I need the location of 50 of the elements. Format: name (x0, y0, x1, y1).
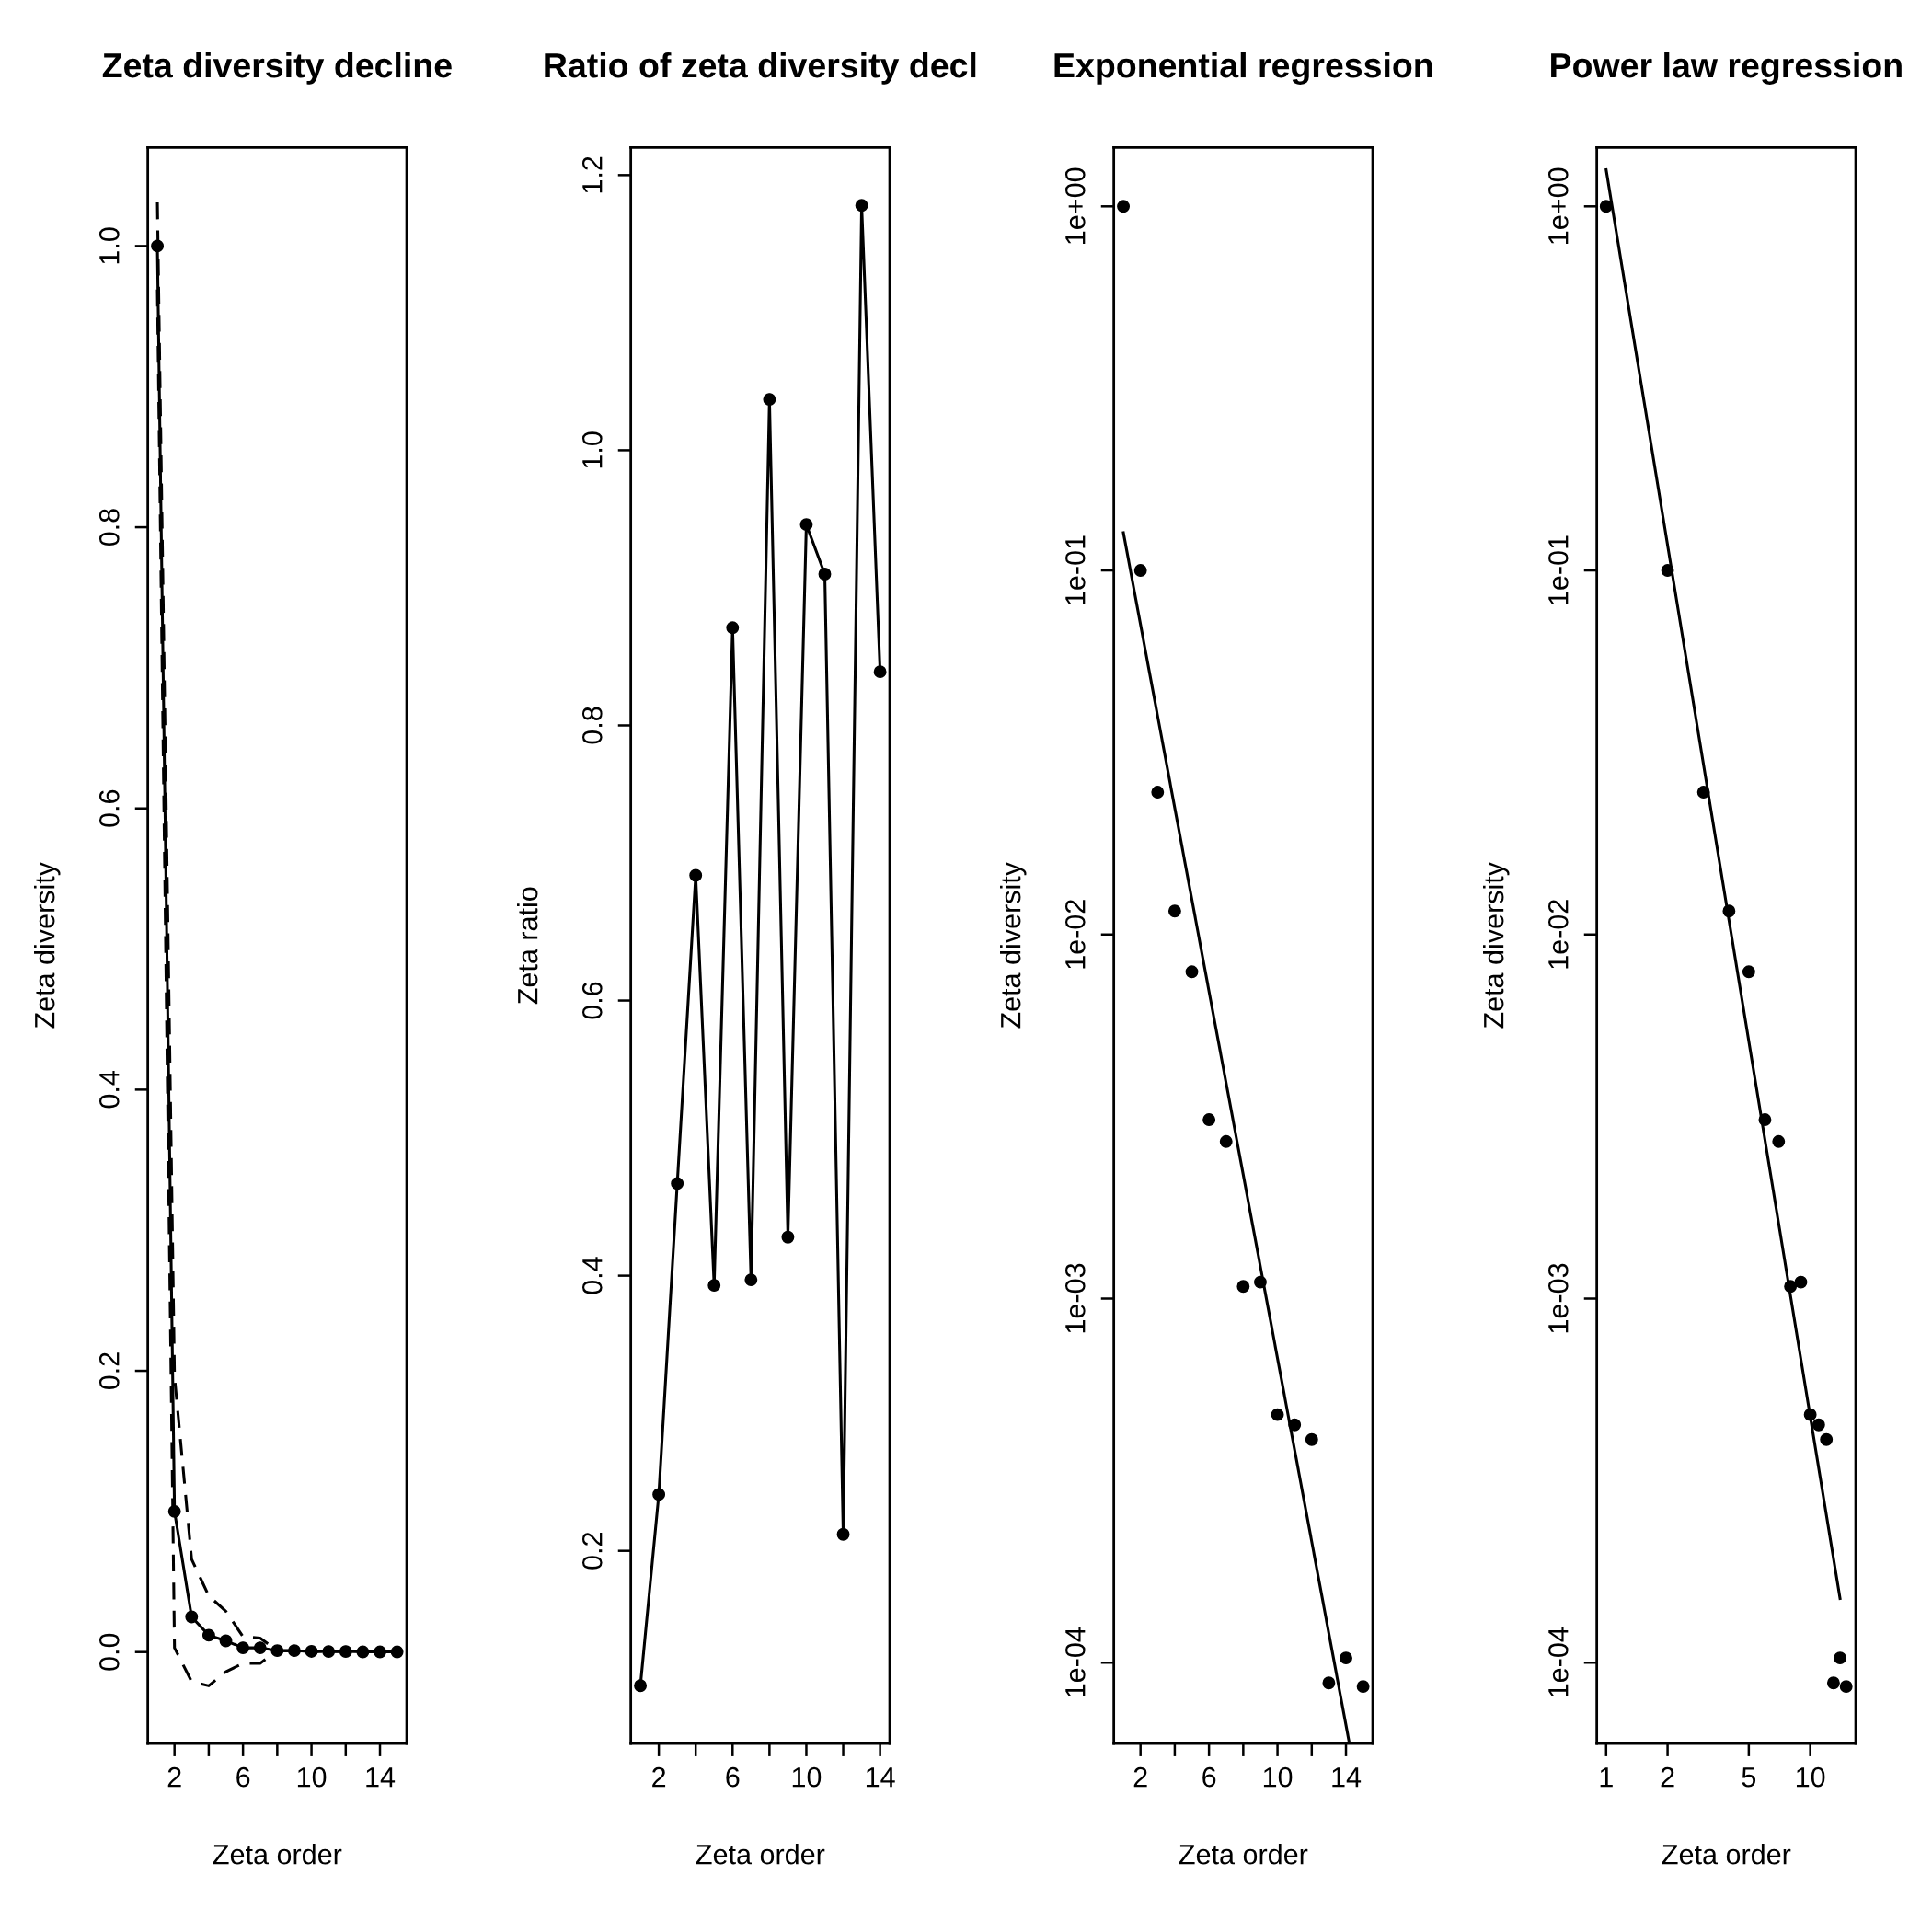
y-tick-label: 1.2 (581, 156, 603, 193)
x-tick-label: 6 (1202, 1766, 1216, 1788)
x-tick-label: 14 (1332, 1767, 1362, 1788)
x-axis-title: Zeta order (1179, 1844, 1308, 1865)
y-tick-label: 0.0 (98, 1633, 120, 1671)
y-axis-title: Zeta ratio (517, 887, 538, 1005)
y-tick-label: 1e+00 (1547, 167, 1569, 244)
y-tick-label: 1e-02 (1064, 900, 1086, 969)
y-tick-label: 0.4 (581, 1257, 603, 1294)
x-tick-label: 14 (366, 1767, 396, 1788)
y-tick-label: 1e-02 (1547, 900, 1569, 969)
x-tick-label: 2 (1661, 1766, 1674, 1788)
x-tick-label: 6 (236, 1766, 250, 1788)
y-tick-label: 1e-01 (1064, 535, 1086, 604)
y-tick-label: 0.8 (98, 509, 120, 546)
x-tick-label: 2 (652, 1766, 666, 1788)
y-tick-label: 1e+00 (1064, 167, 1086, 244)
x-axis-title: Zeta order (1662, 1844, 1791, 1865)
y-tick-label: 0.6 (98, 789, 120, 827)
x-axis-title: Zeta order (696, 1844, 825, 1865)
x-tick-label: 5 (1742, 1767, 1756, 1788)
x-tick-label: 14 (866, 1767, 895, 1788)
y-tick-label: 0.6 (581, 982, 603, 1019)
y-tick-label: 1.0 (98, 227, 120, 264)
y-axis-title: Zeta diversity (1000, 861, 1027, 1029)
x-tick-label: 6 (726, 1766, 740, 1788)
x-tick-label: 10 (1796, 1766, 1825, 1788)
y-tick-label: 0.2 (98, 1352, 120, 1390)
chart-title: Exponential regression (1054, 52, 1432, 85)
chart-title: Zeta diversity decline (102, 52, 452, 85)
y-axis-title: Zeta diversity (34, 861, 61, 1029)
x-tick-label: 10 (792, 1766, 822, 1788)
y-axis-title: Zeta diversity (1483, 861, 1510, 1029)
y-tick-label: 0.4 (98, 1071, 120, 1109)
y-tick-label: 1e-03 (1064, 1263, 1086, 1333)
chart-title: Ratio of zeta diversity decl (545, 52, 976, 85)
y-tick-label: 1e-04 (1547, 1627, 1569, 1696)
x-tick-label: 2 (167, 1766, 181, 1788)
x-tick-label: 10 (1263, 1766, 1293, 1788)
y-tick-label: 1e-04 (1064, 1627, 1086, 1696)
y-tick-label: 1e-03 (1547, 1263, 1569, 1333)
x-tick-label: 1 (1600, 1767, 1613, 1788)
x-tick-label: 2 (1133, 1766, 1147, 1788)
y-tick-label: 0.2 (581, 1532, 603, 1570)
x-tick-label: 10 (297, 1766, 327, 1788)
y-tick-label: 1.0 (581, 431, 603, 468)
y-tick-label: 0.8 (581, 707, 603, 744)
x-axis-title: Zeta order (213, 1844, 342, 1865)
y-tick-label: 1e-01 (1547, 535, 1569, 604)
chart-title: Power law regression (1551, 52, 1902, 85)
